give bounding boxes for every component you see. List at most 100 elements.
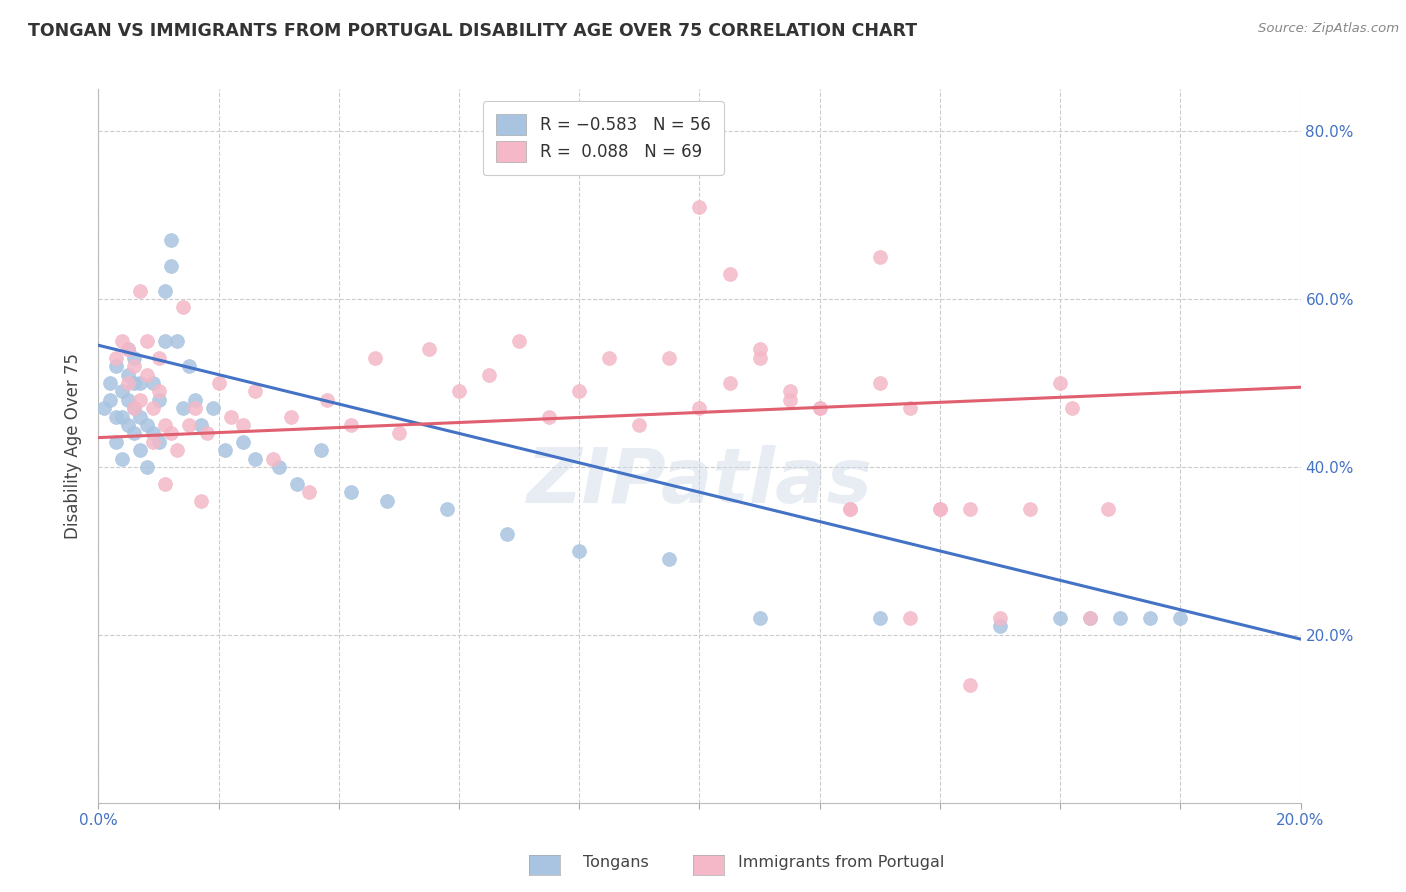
Text: Immigrants from Portugal: Immigrants from Portugal [738, 855, 945, 870]
Point [508, 334, 530, 348]
Point [689, 200, 711, 214]
Point [748, 611, 770, 625]
Point [689, 401, 711, 416]
Text: Tongans: Tongans [583, 855, 650, 870]
Point [124, 359, 146, 374]
Point [838, 502, 860, 516]
Point [262, 451, 284, 466]
Point [267, 460, 290, 475]
Point [124, 376, 146, 390]
Point [309, 443, 332, 458]
Point [177, 417, 200, 432]
Point [1078, 611, 1101, 625]
Point [117, 417, 139, 432]
Point [285, 476, 308, 491]
Point [959, 678, 981, 692]
Point [124, 401, 146, 416]
Point [129, 376, 152, 390]
Point [418, 343, 440, 357]
Point [779, 384, 801, 399]
Point [808, 401, 831, 416]
Point [129, 409, 152, 424]
Point [232, 434, 254, 449]
Point [129, 392, 152, 407]
Point [172, 401, 194, 416]
Point [748, 351, 770, 365]
Point [141, 426, 163, 441]
Point [1109, 611, 1132, 625]
Point [447, 384, 470, 399]
Point [117, 343, 139, 357]
Point [93, 401, 115, 416]
Point [201, 401, 224, 416]
Point [129, 443, 152, 458]
Point [364, 351, 387, 365]
Point [808, 401, 831, 416]
Point [598, 351, 620, 365]
Point [340, 417, 363, 432]
Point [124, 351, 146, 365]
Point [148, 384, 170, 399]
Point [243, 451, 266, 466]
Point [129, 284, 152, 298]
Text: Source: ZipAtlas.com: Source: ZipAtlas.com [1258, 22, 1399, 36]
Point [388, 426, 411, 441]
Point [117, 368, 139, 382]
Y-axis label: Disability Age Over 75: Disability Age Over 75 [65, 353, 83, 539]
Point [166, 443, 188, 458]
Point [124, 426, 146, 441]
Point [375, 493, 398, 508]
Point [988, 619, 1011, 633]
Point [117, 392, 139, 407]
Point [148, 351, 170, 365]
Point [135, 417, 157, 432]
Point [117, 376, 139, 390]
Point [748, 343, 770, 357]
Point [141, 401, 163, 416]
Point [111, 451, 134, 466]
Point [100, 376, 122, 390]
Point [658, 552, 681, 566]
Point [159, 426, 181, 441]
Point [869, 250, 891, 264]
Point [111, 384, 134, 399]
Point [141, 376, 163, 390]
Point [718, 267, 741, 281]
Point [1019, 502, 1042, 516]
Point [1170, 611, 1192, 625]
Point [478, 368, 501, 382]
Point [929, 502, 952, 516]
Point [280, 409, 302, 424]
Point [141, 434, 163, 449]
Point [929, 502, 952, 516]
Point [1139, 611, 1161, 625]
Point [658, 351, 681, 365]
Point [172, 301, 194, 315]
Point [1062, 401, 1084, 416]
Point [869, 611, 891, 625]
Point [153, 334, 176, 348]
Point [219, 409, 242, 424]
Point [568, 384, 591, 399]
Point [243, 384, 266, 399]
Point [166, 334, 188, 348]
Point [105, 351, 128, 365]
Point [190, 493, 212, 508]
Point [208, 376, 231, 390]
Point [1049, 376, 1071, 390]
Point [111, 409, 134, 424]
Point [1049, 611, 1071, 625]
Point [153, 284, 176, 298]
Point [148, 434, 170, 449]
Point [898, 401, 921, 416]
Point [898, 611, 921, 625]
Point [568, 544, 591, 558]
Point [183, 401, 205, 416]
Point [340, 485, 363, 500]
Point [159, 233, 181, 247]
Point [718, 376, 741, 390]
Point [959, 502, 981, 516]
Text: ZIPatlas: ZIPatlas [526, 445, 873, 518]
Point [538, 409, 561, 424]
Point [135, 460, 157, 475]
